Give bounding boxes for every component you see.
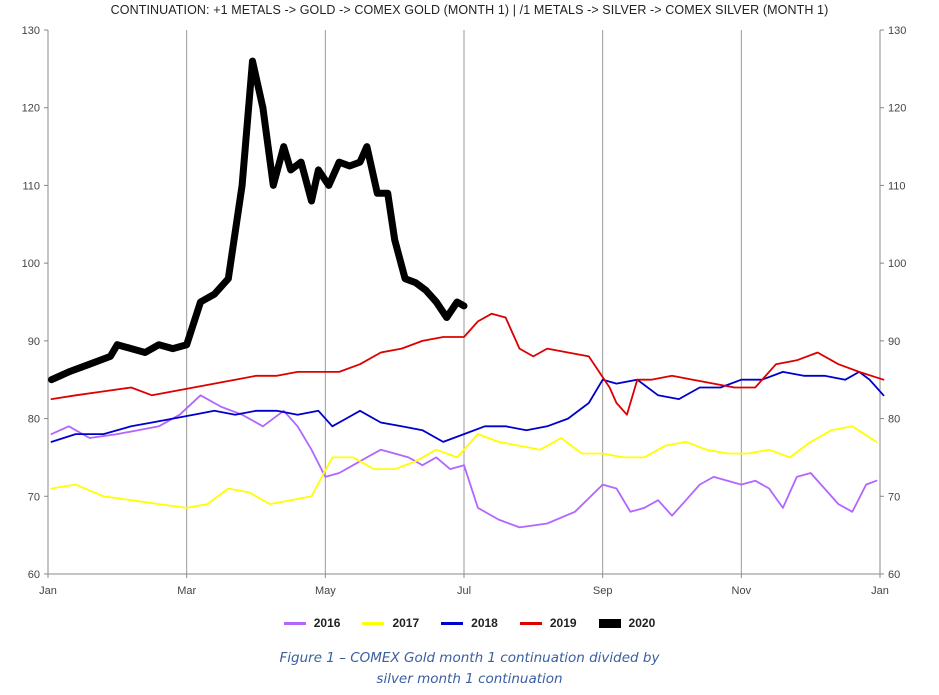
legend-label-2016: 2016 bbox=[313, 616, 341, 630]
x-tick-label: Sep bbox=[593, 585, 613, 597]
x-tick-label: Mar bbox=[177, 585, 196, 597]
y-tick-label-left: 90 bbox=[28, 336, 40, 348]
legend-label-2019: 2019 bbox=[549, 616, 577, 630]
x-tick-label: Nov bbox=[732, 585, 752, 597]
legend-item-2016[interactable]: 2016 bbox=[283, 616, 341, 630]
legend-item-2020[interactable]: 2020 bbox=[598, 616, 656, 630]
legend-swatch-2016 bbox=[283, 621, 306, 625]
series-line-2020 bbox=[48, 57, 468, 384]
y-tick-label-right: 70 bbox=[888, 491, 900, 503]
legend-swatch-2017 bbox=[362, 621, 385, 625]
y-tick-label-left: 60 bbox=[28, 569, 40, 581]
legend-label-2018: 2018 bbox=[471, 616, 498, 630]
figure-caption: Figure 1 – COMEX Gold month 1 continuati… bbox=[0, 648, 939, 690]
caption-line-2: silver month 1 continuation bbox=[376, 671, 563, 687]
axes: 60 60 70 70 80 80 90 90 100 100 110 110 120 120 130 130… bbox=[22, 25, 907, 597]
y-tick-label-right: 90 bbox=[888, 336, 900, 348]
legend-item-2017[interactable]: 2017 bbox=[362, 616, 419, 630]
x-tick-label: May bbox=[315, 585, 336, 597]
y-tick-label-left: 130 bbox=[22, 25, 40, 37]
legend-swatch-2018 bbox=[441, 621, 464, 625]
series-line-2019 bbox=[50, 312, 885, 416]
legend: 2016 2017 2018 2019 2020 bbox=[0, 616, 939, 630]
series-line-2016 bbox=[50, 394, 878, 529]
y-tick-label-right: 60 bbox=[888, 569, 900, 581]
legend-label-2020: 2020 bbox=[628, 616, 656, 630]
y-tick-label-right: 110 bbox=[888, 180, 906, 192]
legend-swatch-2020 bbox=[598, 618, 621, 628]
series-line-2017 bbox=[50, 425, 878, 509]
y-tick-label-left: 70 bbox=[28, 491, 40, 503]
caption-line-1: Figure 1 – COMEX Gold month 1 continuati… bbox=[279, 650, 660, 666]
y-tick-label-right: 80 bbox=[888, 414, 900, 426]
legend-label-2017: 2017 bbox=[392, 616, 420, 630]
y-tick-label-right: 100 bbox=[888, 258, 906, 270]
y-tick-label-left: 100 bbox=[22, 258, 40, 270]
legend-item-2018[interactable]: 2018 bbox=[441, 616, 498, 630]
legend-item-2019[interactable]: 2019 bbox=[519, 616, 577, 630]
y-tick-label-left: 110 bbox=[22, 180, 40, 192]
chart-plot: 60 60 70 70 80 80 90 90 100 100 110 110 120 120 130 130… bbox=[22, 25, 907, 597]
series-lines bbox=[48, 57, 885, 529]
y-tick-label-right: 120 bbox=[888, 103, 906, 115]
y-tick-label-left: 80 bbox=[28, 414, 40, 426]
chart-title: CONTINUATION: +1 METALS -> GOLD -> COMEX… bbox=[110, 3, 829, 17]
x-tick-label: Jan bbox=[871, 585, 889, 597]
y-tick-label-right: 130 bbox=[888, 25, 906, 37]
x-tick-label: Jul bbox=[457, 585, 471, 597]
legend-swatch-2019 bbox=[519, 621, 542, 625]
x-tick-label: Jan bbox=[39, 585, 57, 597]
y-tick-label-left: 120 bbox=[22, 103, 40, 115]
